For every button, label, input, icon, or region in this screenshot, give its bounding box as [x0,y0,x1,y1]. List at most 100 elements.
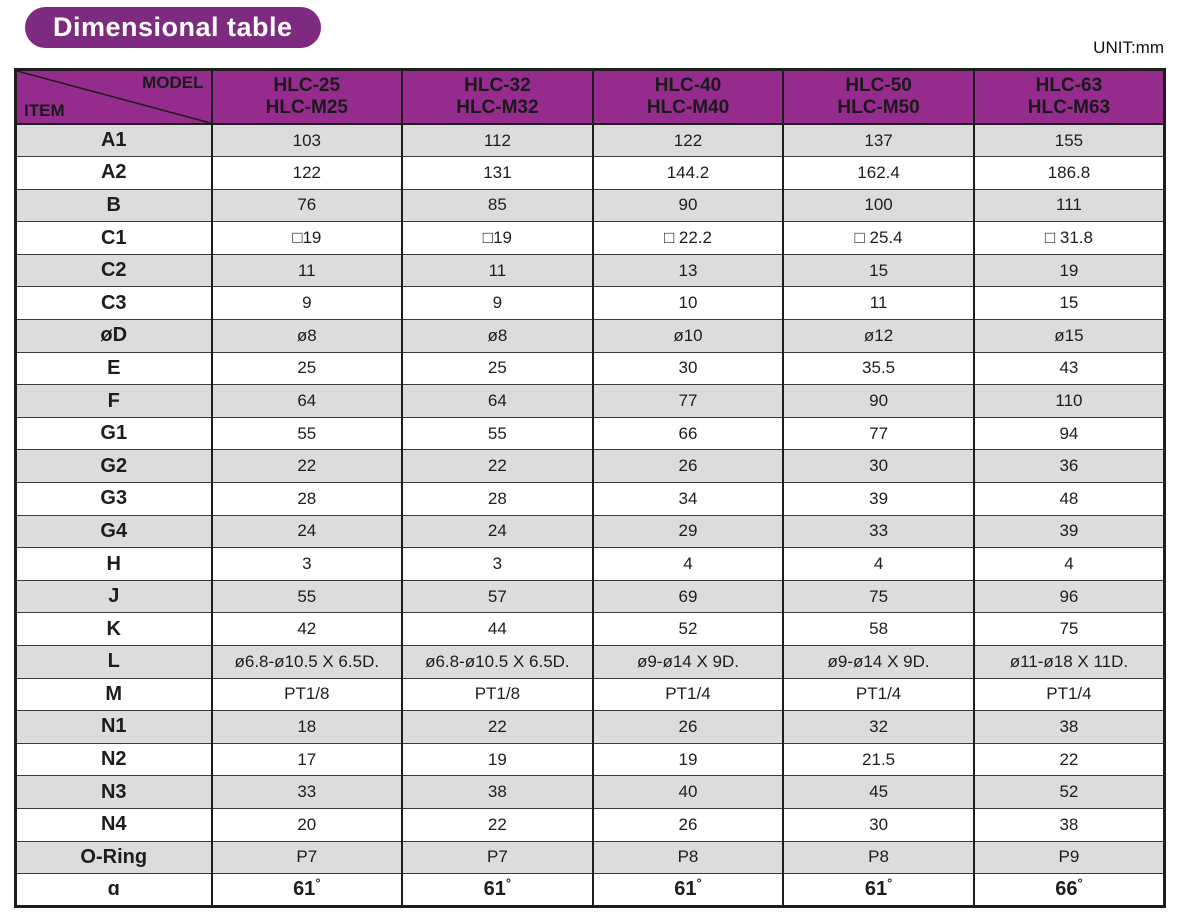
value-cell: 15 [972,286,1166,321]
value-cell: 111 [972,188,1166,223]
degree-mark: ° [1077,875,1083,891]
item-cell: A1 [14,123,213,158]
value-cell: 77 [782,416,975,451]
item-cell: N3 [14,775,213,809]
value-cell: 55 [401,416,594,451]
value-cell: 42 [210,612,404,646]
item-cell: N1 [14,710,213,744]
value-cell: 43 [972,351,1166,386]
value-cell: 90 [782,384,975,418]
value-cell: 61° [782,873,975,907]
diagonal-line-icon [17,71,211,123]
value-cell: 30 [782,807,975,842]
degree-mark: ° [505,875,512,891]
value-cell: ø9-ø14 X 9D. [782,645,975,679]
value-cell: 13 [591,253,785,288]
value-cell: 29 [591,514,785,549]
item-cell: N4 [14,807,213,842]
item-cell: E [14,351,213,386]
item-cell: G3 [14,482,213,516]
item-cell: C1 [14,221,213,255]
value-cell: 22 [401,807,594,842]
corner-cell: MODEL ITEM [14,69,213,125]
value-cell: 26 [591,710,785,744]
value-cell: 61° [591,873,785,907]
value-cell: 122 [591,123,785,158]
value-cell: 34 [591,482,785,516]
value-cell: 3 [401,547,594,581]
value-cell: 19 [591,742,785,777]
value-cell: 76 [210,188,404,223]
table-row-m: M PT1/8 PT1/8 PT1/4 PT1/4 PT1/4 [14,677,1166,712]
value-cell: PT1/4 [972,677,1166,712]
table-row-c3: C3 9 9 10 11 15 [14,286,1166,321]
value-cell: 66 [591,416,785,451]
title-badge-label: Dimensional table [53,12,293,42]
value-cell: 94 [972,416,1166,451]
table-row-n4: N4 20 22 26 30 38 [14,807,1166,842]
value-cell: 11 [210,253,404,288]
value-cell: PT1/4 [782,677,975,712]
value-cell: 22 [210,449,404,484]
value-cell: P8 [591,840,785,875]
table-row-ɑ: ɑ 61° 61° 61° 61° 66° [14,873,1166,907]
value-cell: 20 [210,807,404,842]
value-cell: 22 [401,710,594,744]
value-cell: ø11-ø18 X 11D. [972,645,1166,679]
table-row-g1: G1 55 55 66 77 94 [14,416,1166,451]
value-cell: 9 [210,286,404,321]
value-cell: 122 [210,156,404,190]
value-cell: □19 [210,221,404,255]
table-row-k: K 42 44 52 58 75 [14,612,1166,646]
item-cell: H [14,547,213,581]
item-cell: G1 [14,416,213,451]
value-cell: □ 22.2 [591,221,785,255]
value-cell: 90 [591,188,785,223]
value-cell: 30 [782,449,975,484]
value-cell: P7 [401,840,594,875]
header-row: MODEL ITEM HLC-25 HLC-M25 HLC-32 HLC-M32 HLC… [14,69,1166,125]
column-header-line2: HLC-M40 [646,97,730,118]
value-cell: 33 [782,514,975,549]
column-header-hlc-25: HLC-25 HLC-M25 [210,69,404,125]
value-cell: 48 [972,482,1166,516]
value-cell: 69 [591,579,785,614]
table-row-e: E 25 25 30 35.5 43 [14,351,1166,386]
value-cell: 4 [591,547,785,581]
value-cell: 38 [972,807,1166,842]
value-cell: 28 [210,482,404,516]
value-cell: 52 [591,612,785,646]
value-cell: 77 [591,384,785,418]
table-row-c1: C1 □19 □19 □ 22.2 □ 25.4 □ 31.8 [14,221,1166,255]
table-row-a2: A2 122 131 144.2 162.4 186.8 [14,156,1166,190]
value-cell: 25 [401,351,594,386]
table-row-n2: N2 17 19 19 21.5 22 [14,742,1166,777]
degree-mark: ° [887,875,893,891]
value-cell: 75 [782,579,975,614]
table-row-c2: C2 11 11 13 15 19 [14,253,1166,288]
table-row-f: F 64 64 77 90 110 [14,384,1166,418]
item-cell: ɑ [14,873,213,907]
item-cell: øD [14,319,213,353]
table-row-o-ring: O-Ring P7 P7 P8 P8 P9 [14,840,1166,875]
value-cell: 64 [401,384,594,418]
value-cell: 17 [210,742,404,777]
value-cell: 61° [210,873,404,907]
value-cell: 96 [972,579,1166,614]
column-header-hlc-50: HLC-50 HLC-M50 [782,69,975,125]
column-header-line1: HLC-32 [464,74,531,96]
value-cell: □19 [401,221,594,255]
value-cell: 24 [210,514,404,549]
value-cell: 22 [401,449,594,484]
item-cell: G4 [14,514,213,549]
value-cell: 45 [782,775,975,809]
value-cell: 30 [591,351,785,386]
value-cell: 155 [972,123,1166,158]
value-cell: 19 [401,742,594,777]
value-cell: 39 [972,514,1166,549]
table-row-j: J 55 57 69 75 96 [14,579,1166,614]
value-cell: 26 [591,807,785,842]
value-cell: 44 [401,612,594,646]
